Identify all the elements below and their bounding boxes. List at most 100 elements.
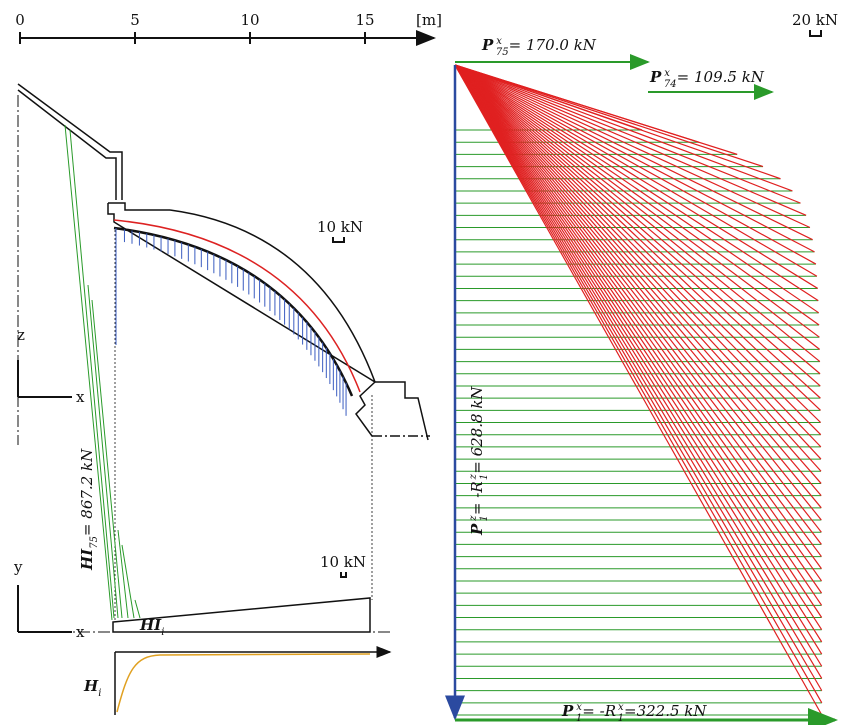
length-scale bbox=[19, 30, 436, 46]
label-part: = 170.0 kN bbox=[509, 36, 597, 54]
label-part: P bbox=[468, 523, 486, 536]
thrust-ray bbox=[454, 64, 822, 570]
thrust-ray bbox=[454, 64, 793, 192]
scale-tick: 5 bbox=[130, 11, 140, 29]
arch-intrados bbox=[113, 226, 354, 397]
thrust-ray bbox=[454, 64, 822, 472]
label-part: P bbox=[561, 702, 574, 720]
thrust-ray bbox=[454, 64, 823, 618]
label-part: 1 bbox=[618, 713, 624, 724]
thrust-ray bbox=[454, 64, 811, 229]
force-scale: 10 kN bbox=[317, 218, 363, 236]
force-scale-bar bbox=[332, 237, 345, 243]
force-scale: 20 kN bbox=[792, 11, 838, 29]
thrust-ray bbox=[454, 64, 818, 289]
thrust-ray bbox=[454, 64, 764, 168]
thrust-ray bbox=[454, 64, 817, 265]
hi-curve bbox=[116, 653, 371, 713]
force-label: HI75= 867.2 kN bbox=[78, 448, 100, 571]
thrust-ray bbox=[454, 64, 822, 521]
label-part: HI bbox=[78, 548, 96, 571]
thrust-ray bbox=[454, 64, 821, 399]
upper-axes bbox=[17, 95, 72, 445]
label-part: x bbox=[618, 702, 624, 713]
axis-label: z bbox=[17, 326, 25, 344]
thrust-ray bbox=[454, 64, 823, 594]
scale-tick: 15 bbox=[355, 11, 374, 29]
thrust-ray bbox=[454, 64, 820, 314]
label-part: x bbox=[496, 36, 502, 47]
load-hatching bbox=[123, 229, 347, 416]
force-scale-bar bbox=[809, 30, 822, 37]
thrust-ray bbox=[454, 64, 819, 302]
thrust-ray bbox=[454, 64, 823, 667]
label-part: 75 bbox=[89, 536, 100, 549]
force-scale-bar bbox=[340, 572, 347, 578]
label-part: = 109.5 kN bbox=[677, 68, 765, 86]
label-part: P bbox=[649, 68, 662, 86]
label-part: x bbox=[576, 702, 582, 713]
force-label: Pz1= -Rz1= 628.8 kN bbox=[468, 386, 490, 536]
thrust-ray bbox=[454, 64, 781, 180]
label-part: i bbox=[161, 627, 164, 638]
label-part: x bbox=[664, 68, 670, 79]
axis-label: y bbox=[13, 558, 23, 576]
scale-tick: 10 bbox=[240, 11, 259, 29]
thrust-ray bbox=[454, 64, 823, 643]
label-part: z bbox=[468, 473, 479, 480]
label-part: =322.5 kN bbox=[624, 702, 707, 720]
thrust-ray bbox=[454, 64, 822, 545]
thrust-ray bbox=[454, 64, 822, 533]
thrust-line bbox=[113, 219, 361, 393]
thrust-ray bbox=[454, 64, 815, 253]
force-polygon bbox=[454, 64, 823, 716]
thrust-ray bbox=[454, 64, 821, 411]
thrust-ray bbox=[454, 64, 822, 436]
thrust-ray bbox=[454, 64, 823, 582]
label-part: 1 bbox=[479, 515, 490, 521]
scale-unit: [m] bbox=[416, 11, 442, 29]
label-part: = 867.2 kN bbox=[78, 448, 96, 536]
thrust-ray bbox=[454, 64, 822, 448]
thrust-ray bbox=[454, 64, 821, 350]
axis-label: x bbox=[76, 388, 85, 406]
label-part: = -R bbox=[582, 702, 616, 720]
thrust-ray bbox=[454, 64, 823, 691]
label-part: 1 bbox=[479, 474, 490, 480]
thrust-ray bbox=[454, 64, 821, 387]
label-part: 74 bbox=[664, 79, 677, 90]
thrust-ray bbox=[454, 64, 820, 326]
label-part: 75 bbox=[496, 47, 509, 58]
axis-label: x bbox=[76, 623, 85, 641]
label-part: i bbox=[98, 688, 101, 699]
thrust-ray bbox=[454, 64, 823, 704]
label-part: HI bbox=[139, 616, 162, 634]
thrust-ray bbox=[454, 64, 822, 460]
lower-axes bbox=[17, 585, 390, 633]
thrust-ray bbox=[454, 64, 823, 716]
label-part: z bbox=[468, 515, 479, 522]
label-part: P bbox=[481, 36, 494, 54]
thrust-ray bbox=[454, 64, 822, 484]
label-part: H bbox=[83, 677, 99, 695]
thrust-ray bbox=[454, 64, 823, 631]
load-trapezoid bbox=[112, 597, 371, 633]
thrust-ray bbox=[454, 64, 823, 679]
thrust-ray bbox=[454, 64, 822, 423]
horizontal-loads bbox=[64, 124, 141, 621]
thrust-ray bbox=[454, 64, 820, 338]
thrust-ray bbox=[454, 64, 821, 375]
thrust-ray bbox=[454, 64, 818, 277]
label-part: 1 bbox=[576, 713, 582, 724]
force-scale: 10 kN bbox=[320, 553, 366, 571]
force-label: HIi bbox=[139, 616, 164, 638]
scale-tick: 0 bbox=[15, 11, 25, 29]
thrust-ray bbox=[454, 64, 822, 509]
thrust-ray bbox=[454, 64, 822, 497]
label-part: = 628.8 kN bbox=[468, 386, 486, 474]
projection-lines bbox=[114, 230, 373, 620]
